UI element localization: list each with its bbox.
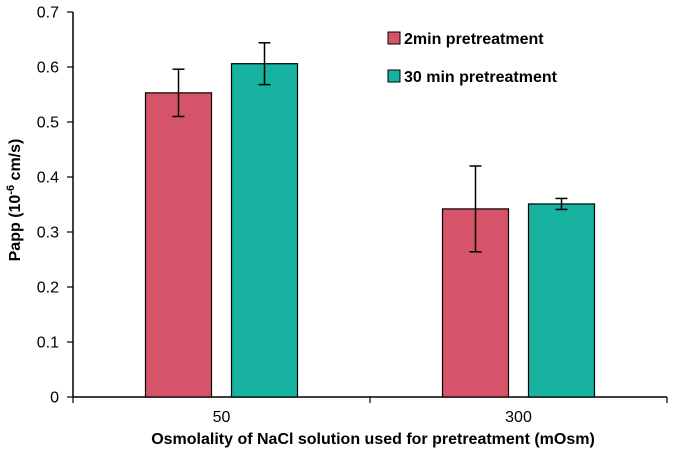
y-tick-label: 0.1 (37, 335, 59, 352)
x-tick-label: 50 (213, 409, 231, 426)
legend-swatch (387, 31, 401, 45)
bar (144, 92, 213, 398)
y-axis-title-unit: cm/s) (7, 139, 24, 185)
y-tick-label: 0.5 (37, 115, 59, 132)
x-axis-title: Osmolality of NaCl solution used for pre… (151, 431, 595, 448)
legend-label: 30 min pretreatment (404, 69, 558, 86)
y-axis: 0 0.1 0.2 0.3 0.4 0.5 0.6 0.7 (37, 5, 74, 407)
y-tick-label: 0.3 (37, 225, 59, 242)
y-tick-label: 0 (50, 390, 59, 407)
y-axis-title-main: Papp (10 (7, 195, 24, 262)
y-tick-label: 0.4 (37, 170, 59, 187)
legend: 2min pretreatment 30 min pretreatment (387, 31, 558, 86)
x-tick-label: 300 (505, 409, 532, 426)
error-bars (172, 42, 568, 253)
legend-swatch (387, 69, 401, 83)
y-axis-title: Papp (10-6 cm/s) (5, 139, 24, 262)
x-axis: 50 300 (72, 396, 668, 426)
y-tick-label: 0.2 (37, 280, 59, 297)
bar (230, 63, 299, 398)
bars (144, 63, 596, 398)
y-axis-title-superscript: -6 (5, 185, 17, 195)
y-tick-label: 0.6 (37, 60, 59, 77)
y-tick-label: 0.7 (37, 5, 59, 22)
bar (527, 203, 596, 398)
legend-label: 2min pretreatment (404, 31, 544, 48)
